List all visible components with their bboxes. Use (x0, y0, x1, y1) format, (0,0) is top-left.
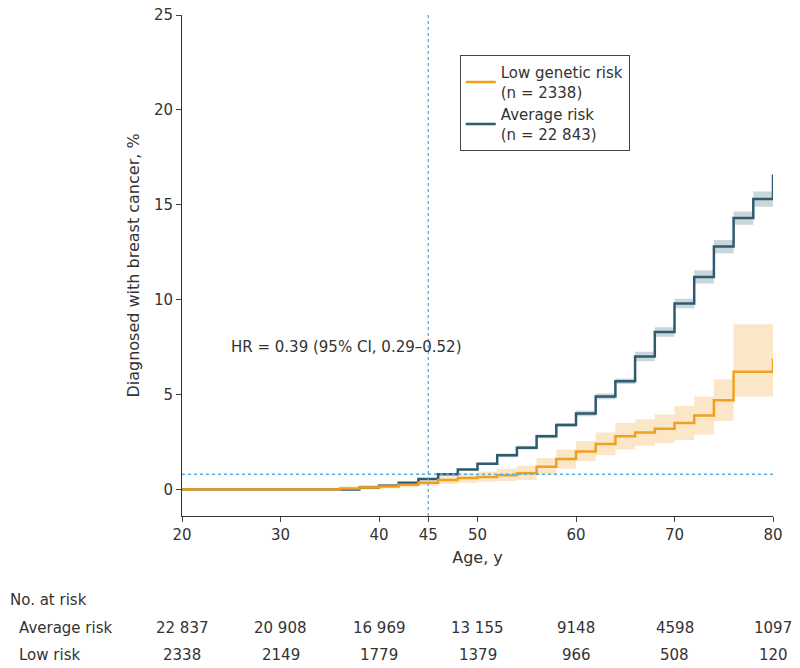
svg-text:70: 70 (665, 526, 684, 544)
svg-text:13 155: 13 155 (451, 619, 504, 637)
svg-text:22 837: 22 837 (156, 619, 209, 637)
svg-text:1379: 1379 (459, 646, 497, 664)
svg-text:9148: 9148 (557, 619, 595, 637)
svg-text:4598: 4598 (656, 619, 694, 637)
svg-text:Diagnosed with breast cancer,: Diagnosed with breast cancer, % (124, 133, 143, 397)
svg-text:45: 45 (419, 526, 438, 544)
svg-text:120: 120 (759, 646, 788, 664)
svg-text:2149: 2149 (262, 646, 300, 664)
svg-text:No. at risk: No. at risk (10, 591, 87, 609)
svg-text:2338: 2338 (163, 646, 201, 664)
svg-text:1779: 1779 (360, 646, 398, 664)
svg-text:Average risk(n = 22 843): Average risk(n = 22 843) (501, 106, 597, 143)
svg-text:Age, y: Age, y (452, 548, 503, 567)
svg-text:20 908: 20 908 (254, 619, 307, 637)
svg-text:20: 20 (172, 526, 191, 544)
svg-text:Low risk: Low risk (19, 646, 80, 664)
svg-text:508: 508 (660, 646, 689, 664)
svg-text:30: 30 (271, 526, 290, 544)
svg-text:15: 15 (154, 196, 173, 214)
svg-text:5: 5 (163, 386, 173, 404)
svg-text:50: 50 (468, 526, 487, 544)
svg-text:16 969: 16 969 (353, 619, 406, 637)
svg-text:20: 20 (154, 101, 173, 119)
svg-text:0: 0 (163, 481, 173, 499)
svg-text:10: 10 (154, 291, 173, 309)
svg-text:40: 40 (369, 526, 388, 544)
svg-text:25: 25 (154, 6, 173, 24)
svg-text:1097: 1097 (754, 619, 792, 637)
svg-text:966: 966 (562, 646, 591, 664)
svg-text:Low genetic risk(n = 2338): Low genetic risk(n = 2338) (501, 64, 623, 102)
svg-text:60: 60 (566, 526, 585, 544)
svg-text:Average risk: Average risk (19, 619, 113, 637)
svg-text:HR = 0.39 (95% CI, 0.29–0.52): HR = 0.39 (95% CI, 0.29–0.52) (231, 338, 462, 356)
svg-text:80: 80 (763, 526, 782, 544)
